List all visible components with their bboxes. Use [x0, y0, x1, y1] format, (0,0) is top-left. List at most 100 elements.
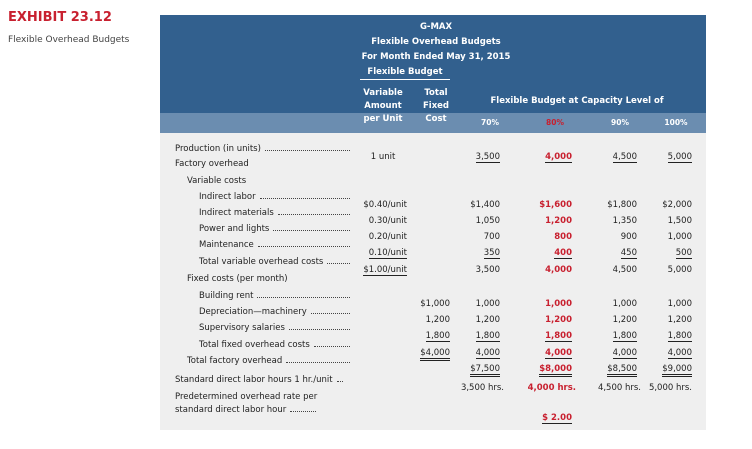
cell-value: 1,200: [475, 315, 500, 325]
row-label-text: Power and lights: [199, 224, 270, 234]
column-header: Cost: [425, 114, 447, 124]
cell-value: 700: [483, 232, 500, 242]
row-label: Standard direct labor hours 1 hr./unit: [175, 375, 350, 385]
cell-value: 500: [675, 248, 692, 259]
cell: 1,200: [547, 307, 637, 326]
cell-value: $1,600: [539, 200, 572, 210]
cell-value: 1,000: [667, 232, 692, 242]
row-label: Maintenance: [199, 240, 350, 250]
cell-value: 1,350: [612, 216, 637, 226]
cell: 4,000 hrs.: [486, 375, 576, 394]
row-label: Production (in units): [175, 144, 350, 154]
cell-value: 1 unit: [370, 152, 396, 162]
cell-value: $ 2.00: [542, 413, 572, 424]
row-label: Total factory overhead: [187, 356, 350, 366]
column-header: Amount: [364, 101, 402, 111]
cell: 1,000: [602, 291, 692, 310]
cell: 500: [602, 240, 692, 259]
row-label: Predetermined overhead rate per: [175, 392, 350, 402]
cell: 350: [410, 240, 500, 259]
cell-value: 4,000 hrs.: [527, 383, 576, 393]
capacity-level: 80%: [546, 118, 564, 127]
cell-value: 4,500 hrs.: [597, 383, 641, 393]
cell: 1,050: [410, 208, 500, 227]
capacity-level: 70%: [481, 118, 499, 127]
cell: $2,000: [602, 192, 692, 211]
cell-value: $0.40/unit: [363, 200, 407, 210]
leader-dots: [313, 346, 350, 347]
cell: 4,000: [410, 340, 500, 359]
cell: 0.30/unit: [317, 208, 407, 227]
cell: 4,500: [547, 144, 637, 163]
row-label-text: Predetermined overhead rate per: [175, 392, 318, 402]
cell-value: 4,000: [475, 348, 500, 359]
cell-value: $1,800: [607, 200, 637, 210]
row-label: Variable costs: [187, 176, 350, 186]
cell-value: 5,000 hrs.: [648, 383, 692, 393]
row-label: Supervisory salaries: [199, 323, 350, 333]
capacity-level: 100%: [664, 118, 688, 127]
cell: 1,800: [547, 323, 637, 342]
cell: 4,000: [547, 340, 637, 359]
cell-value: 1,500: [667, 216, 692, 226]
row-label-text: Depreciation—machinery: [199, 307, 307, 317]
row-label-text: standard direct labor hour: [175, 405, 287, 415]
cell-value: $1.00/unit: [363, 265, 407, 276]
row-label-text: Supervisory salaries: [199, 323, 285, 333]
cell-value: $8,000: [539, 364, 572, 377]
cell-value: 5,000: [667, 265, 692, 275]
cell-value: 5,000: [667, 152, 692, 163]
row-label: standard direct labor hour: [175, 405, 350, 415]
leader-dots: [264, 150, 350, 151]
cell-value: $7,500: [470, 364, 500, 377]
cell-value: 0.20/unit: [368, 232, 407, 242]
leader-dots: [290, 411, 317, 412]
cell-value: 4,000: [545, 152, 572, 163]
row-label-text: Maintenance: [199, 240, 254, 250]
cell-value: 4,000: [667, 348, 692, 359]
cell: 4,000: [482, 257, 572, 276]
table-body: [160, 133, 706, 430]
cell: 1,000: [602, 224, 692, 243]
cell: $1,800: [547, 192, 637, 211]
cell-value: $1,000: [420, 299, 450, 309]
group-header: Flexible Budget at Capacity Level of: [490, 96, 664, 106]
row-label: Total fixed overhead costs: [199, 340, 350, 350]
row-label: Indirect labor: [199, 192, 350, 202]
cell: 400: [482, 240, 572, 259]
cell: 1,200: [482, 208, 572, 227]
column-header: per Unit: [363, 114, 403, 124]
cell: $8,000: [482, 356, 572, 377]
cell-value: 900: [620, 232, 637, 242]
cell: 1,200: [482, 307, 572, 326]
exhibit-caption: Flexible Overhead Budgets: [8, 35, 130, 45]
row-label: Factory overhead: [175, 159, 350, 169]
cell-value: 1,200: [545, 315, 572, 325]
cell-value: 0.30/unit: [368, 216, 407, 226]
title-line: For Month Ended May 31, 2015: [361, 52, 511, 62]
cell-value: 3,500 hrs.: [460, 383, 504, 393]
cell: 1,800: [410, 323, 500, 342]
cell-value: 400: [554, 248, 572, 259]
cell: 4,500: [547, 257, 637, 276]
row-label: Building rent: [199, 291, 350, 301]
row-label: Fixed costs (per month): [187, 274, 350, 284]
column-header: Fixed: [422, 101, 450, 111]
leader-dots: [277, 214, 350, 215]
cell: 1 unit: [338, 144, 428, 163]
leader-dots: [288, 329, 350, 330]
row-label-text: Total variable overhead costs: [199, 257, 324, 267]
cell-value: 800: [554, 232, 572, 242]
cell-value: 0.10/unit: [368, 248, 407, 259]
cell: 5,000: [602, 144, 692, 163]
cell-value: 1,200: [612, 315, 637, 325]
leader-dots: [257, 297, 350, 298]
row-label: Indirect materials: [199, 208, 350, 218]
cell-value: 4,000: [545, 265, 572, 275]
cell-value: 1,200: [667, 315, 692, 325]
cell: 1,000: [547, 291, 637, 310]
row-label-text: Indirect labor: [199, 192, 256, 202]
cell: $ 2.00: [482, 405, 572, 424]
leader-dots: [259, 198, 350, 199]
row-label-text: Production (in units): [175, 144, 261, 154]
